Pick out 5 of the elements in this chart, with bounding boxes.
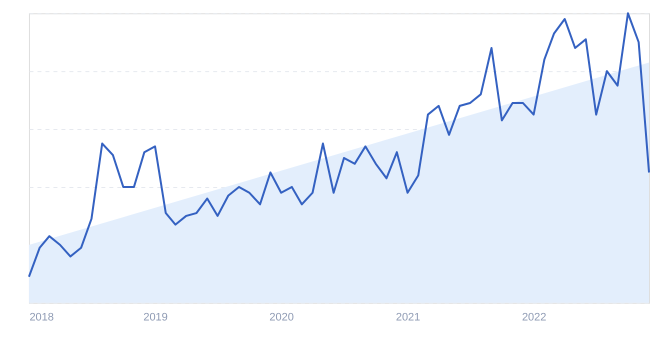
x-tick-label: 2018 xyxy=(29,311,54,324)
x-tick-label: 2021 xyxy=(396,311,420,324)
x-tick-label: 2020 xyxy=(269,311,294,324)
x-tick-label: 2019 xyxy=(143,311,168,324)
x-tick-label: 2022 xyxy=(522,311,546,324)
